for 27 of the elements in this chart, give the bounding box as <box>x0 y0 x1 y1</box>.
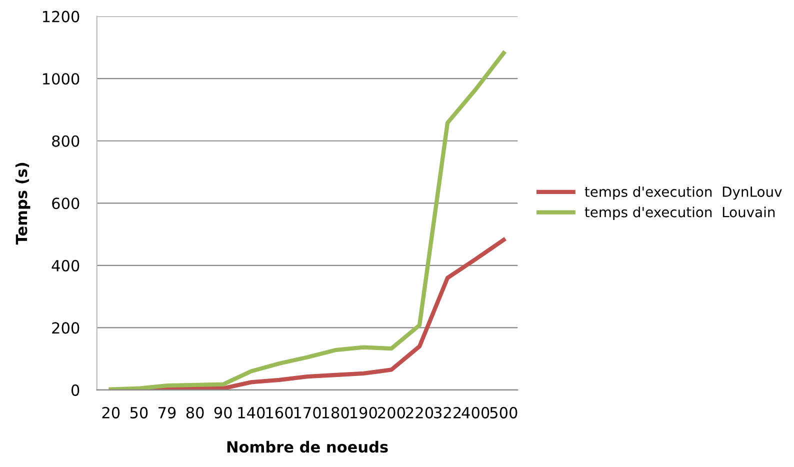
y-tick-label: 1000 <box>43 73 80 85</box>
x-tick-label: 20 <box>102 406 120 418</box>
legend-label: temps d'execution DynLouv <box>584 186 782 200</box>
x-tick-label: 200 <box>378 406 406 418</box>
x-axis-title: Nombre de noeuds <box>227 440 388 453</box>
x-tick-label: 400 <box>462 406 490 418</box>
x-tick-label: 500 <box>490 406 518 418</box>
y-tick-label: 200 <box>52 322 80 334</box>
x-tick-label: 90 <box>214 406 232 418</box>
y-tick-label: 600 <box>52 198 80 210</box>
line-series <box>108 50 506 390</box>
y-tick-label: 800 <box>52 135 80 147</box>
x-tick-label: 160 <box>266 406 293 418</box>
x-tick-label: 170 <box>294 406 321 418</box>
x-tick-label: 322 <box>434 406 461 418</box>
x-tick-label: 79 <box>158 406 176 418</box>
y-tick-label: 400 <box>52 260 80 272</box>
x-tick-label: 50 <box>130 406 148 418</box>
x-tick-label: 190 <box>350 406 377 418</box>
y-tick-label: 1200 <box>43 10 80 22</box>
x-tick-label: 220 <box>406 406 434 418</box>
x-tick-label: 140 <box>238 406 265 418</box>
y-axis-title: Temps (s) <box>15 162 30 245</box>
y-tick-label: 0 <box>71 384 80 396</box>
x-tick-label: 180 <box>322 406 349 418</box>
x-tick-label: 80 <box>186 406 204 418</box>
legend-label: temps d'execution Louvain <box>584 206 775 220</box>
